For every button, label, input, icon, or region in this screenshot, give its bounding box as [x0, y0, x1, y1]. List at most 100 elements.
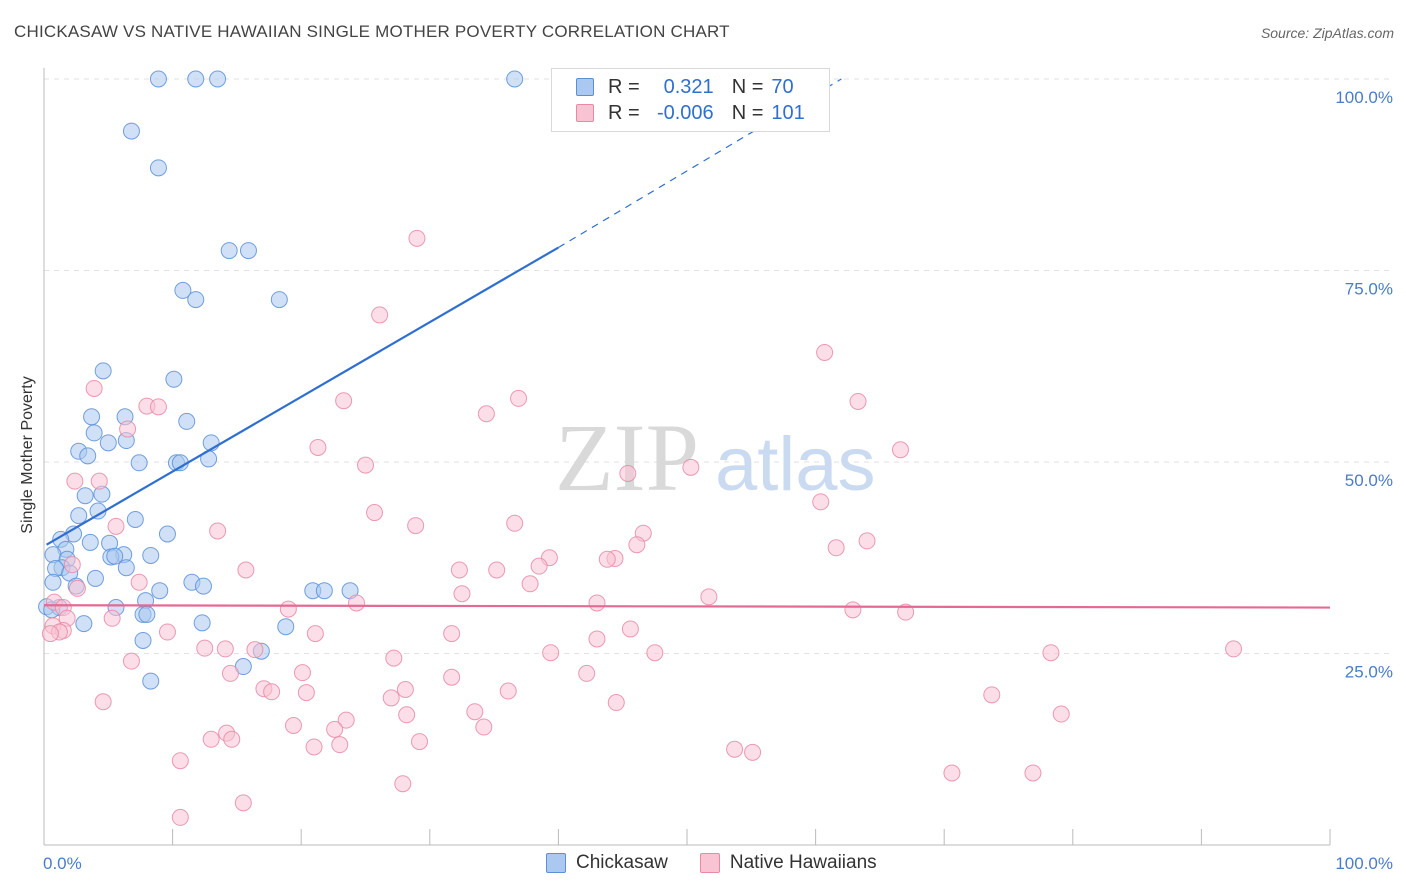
point-chickasaw-7 — [239, 242, 257, 260]
point-native-hawaiians-31 — [530, 557, 548, 575]
point-chickasaw-18 — [99, 434, 117, 452]
point-native-hawaiians-55 — [41, 625, 59, 643]
point-native-hawaiians-32 — [63, 556, 81, 574]
point-native-hawaiians-21 — [506, 514, 524, 532]
point-native-hawaiians-101 — [171, 808, 189, 826]
x-tick-min: 0.0% — [43, 854, 82, 873]
series-swatch-chickasaw — [546, 853, 566, 873]
point-native-hawaiians-18 — [812, 493, 830, 511]
point-native-hawaiians-5 — [335, 392, 353, 410]
legend-swatch-chickasaw — [576, 78, 594, 96]
point-native-hawaiians-69 — [221, 664, 239, 682]
series-label-chickasaw: Chickasaw — [576, 852, 668, 873]
point-native-hawaiians-16 — [66, 472, 84, 490]
point-native-hawaiians-26 — [628, 536, 646, 554]
legend-n-value: 70 — [771, 75, 794, 98]
legend-r-label: R = — [608, 75, 640, 98]
point-chickasaw-8 — [174, 281, 192, 299]
point-chickasaw-69 — [142, 672, 160, 690]
point-native-hawaiians-57 — [443, 625, 461, 643]
correlation-legend: R = 0.321 N = 70 R = -0.006 N = 101 — [551, 68, 830, 132]
point-chickasaw-15 — [178, 412, 196, 430]
legend-n-value: 101 — [771, 101, 805, 124]
trend-lines — [43, 78, 1331, 609]
point-chickasaw-1 — [187, 70, 205, 88]
point-chickasaw-34 — [81, 533, 99, 551]
point-native-hawaiians-54 — [158, 623, 176, 641]
point-chickasaw-13 — [83, 408, 101, 426]
y-tick-label-1: 75.0% — [1345, 280, 1393, 299]
point-chickasaw-40 — [106, 547, 124, 565]
series-label-native-hawaiians: Native Hawaiians — [729, 852, 877, 873]
point-native-hawaiians-36 — [521, 575, 539, 593]
point-chickasaw-5 — [149, 159, 167, 177]
point-native-hawaiians-98 — [1024, 764, 1042, 782]
point-native-hawaiians-20 — [407, 517, 425, 535]
point-native-hawaiians-65 — [1042, 644, 1060, 662]
point-native-hawaiians-30 — [598, 550, 616, 568]
trend-line-chickasaw — [46, 246, 559, 546]
y-tick-label-0: 100.0% — [1335, 88, 1393, 107]
point-native-hawaiians-12 — [891, 441, 909, 459]
point-chickasaw-52 — [151, 582, 169, 600]
point-native-hawaiians-10 — [119, 420, 137, 438]
point-chickasaw-66 — [134, 631, 152, 649]
point-native-hawaiians-75 — [499, 682, 517, 700]
point-native-hawaiians-11 — [309, 438, 327, 456]
point-chickasaw-30 — [126, 510, 144, 528]
point-native-hawaiians-97 — [943, 764, 961, 782]
point-native-hawaiians-66 — [385, 649, 403, 667]
source-label: Source: ZipAtlas.com — [1260, 25, 1394, 41]
point-native-hawaiians-95 — [744, 743, 762, 761]
point-chickasaw-45 — [47, 559, 65, 577]
legend-n-label: N = — [731, 101, 764, 124]
point-native-hawaiians-35 — [488, 561, 506, 579]
y-tick-labels: 100.0% 75.0% 50.0% 25.0% — [1335, 88, 1393, 682]
point-native-hawaiians-86 — [475, 718, 493, 736]
legend-r-label: R = — [608, 101, 640, 124]
point-native-hawaiians-9 — [477, 405, 495, 423]
point-native-hawaiians-51 — [621, 620, 639, 638]
legend-n-label: N = — [731, 75, 764, 98]
point-native-hawaiians-76 — [297, 684, 315, 702]
point-chickasaw-47 — [86, 569, 104, 587]
watermark-zip: ZIP — [555, 404, 699, 511]
point-native-hawaiians-0 — [408, 229, 426, 247]
point-native-hawaiians-22 — [107, 517, 125, 535]
point-native-hawaiians-92 — [331, 736, 349, 754]
point-native-hawaiians-77 — [983, 686, 1001, 704]
point-chickasaw-11 — [94, 362, 112, 380]
legend-row-chickasaw: R = 0.321 N = 70 — [576, 75, 794, 99]
point-native-hawaiians-38 — [68, 579, 86, 597]
point-native-hawaiians-89 — [202, 730, 220, 748]
point-native-hawaiians-14 — [682, 458, 700, 476]
point-chickasaw-3 — [506, 70, 524, 88]
point-native-hawaiians-73 — [263, 683, 281, 701]
y-tick-label-3: 25.0% — [1345, 663, 1393, 682]
point-chickasaw-63 — [75, 615, 93, 633]
point-chickasaw-12 — [165, 370, 183, 388]
series-legend: Chickasaw Native Hawaiians — [546, 852, 877, 874]
point-chickasaw-27 — [76, 487, 94, 505]
series-swatch-native-hawaiians — [699, 853, 720, 873]
point-native-hawaiians-90 — [223, 730, 241, 748]
point-native-hawaiians-99 — [394, 775, 412, 793]
point-native-hawaiians-15 — [619, 464, 637, 482]
point-native-hawaiians-19 — [366, 504, 384, 522]
point-native-hawaiians-94 — [726, 740, 744, 758]
point-native-hawaiians-4 — [510, 389, 528, 407]
point-native-hawaiians-70 — [578, 664, 596, 682]
point-native-hawaiians-83 — [1052, 705, 1070, 723]
point-native-hawaiians-37 — [130, 573, 148, 591]
point-chickasaw-9 — [187, 291, 205, 309]
point-native-hawaiians-68 — [293, 664, 311, 682]
watermark-atlas: atlas — [715, 422, 876, 507]
point-chickasaw-48 — [44, 573, 62, 591]
point-native-hawaiians-80 — [607, 694, 625, 712]
point-native-hawaiians-82 — [398, 706, 416, 724]
point-native-hawaiians-23 — [209, 522, 227, 540]
point-native-hawaiians-60 — [216, 640, 234, 658]
point-native-hawaiians-33 — [237, 561, 255, 579]
legend-swatch-native-hawaiians — [576, 104, 594, 122]
